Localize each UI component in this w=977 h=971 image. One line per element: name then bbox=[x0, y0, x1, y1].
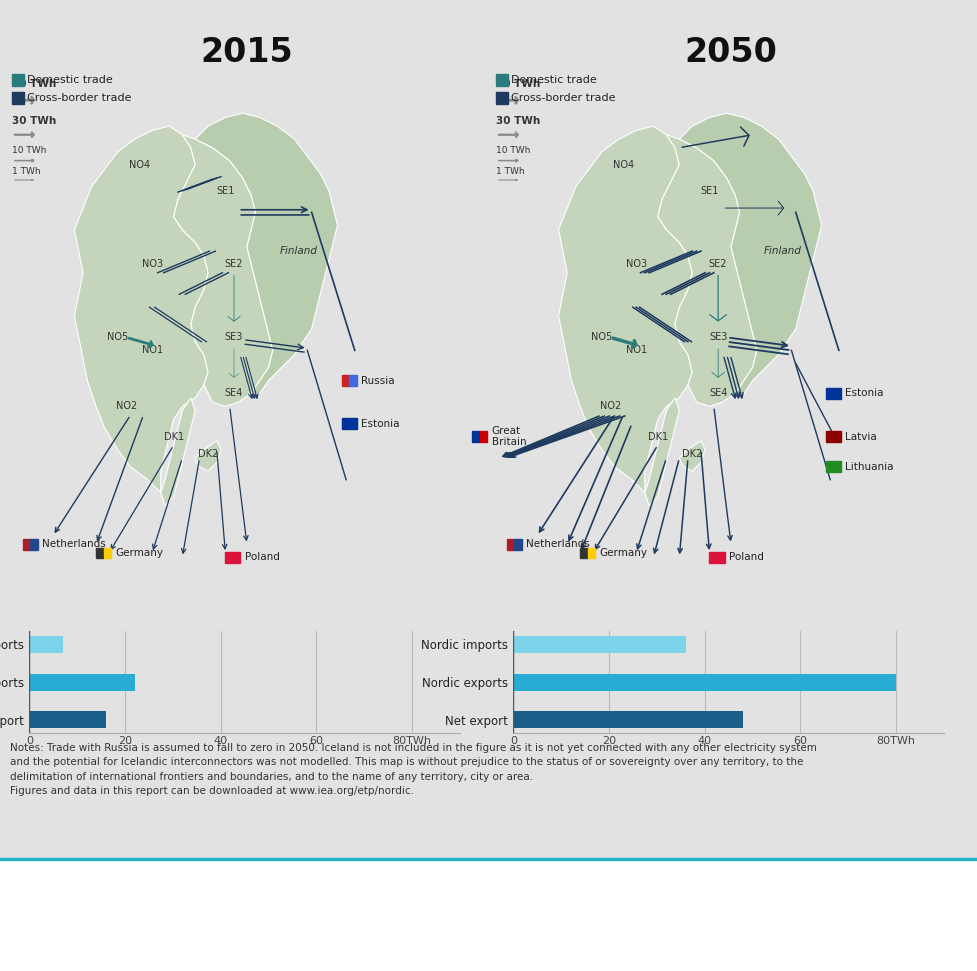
Bar bbox=[825, 388, 840, 399]
Text: Germany: Germany bbox=[115, 548, 163, 558]
Text: Lithuania: Lithuania bbox=[844, 462, 893, 472]
Bar bbox=[472, 431, 480, 442]
Bar bbox=[513, 712, 743, 728]
Text: Finland: Finland bbox=[763, 247, 801, 256]
Bar bbox=[825, 461, 840, 472]
Polygon shape bbox=[679, 441, 704, 471]
Text: DK2: DK2 bbox=[681, 449, 701, 459]
Text: 50 TWh: 50 TWh bbox=[12, 79, 56, 88]
Text: SE2: SE2 bbox=[708, 259, 727, 269]
Bar bbox=[495, 75, 508, 86]
Text: Netherlands: Netherlands bbox=[42, 539, 106, 550]
Text: Anticipation that electricity prices in Europe will be higher than in the Nordic: Anticipation that electricity prices in … bbox=[134, 877, 640, 927]
Bar bbox=[104, 548, 111, 558]
Text: 30 TWh: 30 TWh bbox=[12, 116, 56, 125]
Text: Finland: Finland bbox=[279, 247, 318, 256]
Polygon shape bbox=[644, 398, 679, 506]
Text: SE3: SE3 bbox=[708, 332, 727, 343]
Text: SE4: SE4 bbox=[708, 388, 727, 398]
Text: DK1: DK1 bbox=[163, 431, 184, 442]
Text: Estonia: Estonia bbox=[361, 419, 400, 428]
Polygon shape bbox=[160, 398, 195, 506]
Text: Estonia: Estonia bbox=[844, 388, 883, 398]
Text: 1 TWh: 1 TWh bbox=[12, 167, 40, 176]
Polygon shape bbox=[195, 114, 337, 393]
Polygon shape bbox=[658, 135, 756, 407]
Text: SE2: SE2 bbox=[225, 259, 243, 269]
Text: Domestic trade: Domestic trade bbox=[27, 76, 112, 85]
Bar bbox=[29, 712, 106, 728]
Polygon shape bbox=[195, 441, 221, 471]
Bar bbox=[579, 548, 587, 558]
Bar bbox=[349, 375, 357, 385]
Text: DK2: DK2 bbox=[197, 449, 218, 459]
Text: SE1: SE1 bbox=[216, 185, 234, 196]
Bar bbox=[342, 419, 357, 429]
Bar bbox=[342, 375, 349, 385]
Bar bbox=[587, 548, 595, 558]
Text: Poland: Poland bbox=[244, 552, 279, 562]
Text: SE3: SE3 bbox=[225, 332, 243, 343]
Title: 2050: 2050 bbox=[684, 36, 777, 69]
Polygon shape bbox=[74, 126, 208, 492]
Text: 10 TWh: 10 TWh bbox=[12, 146, 46, 154]
Text: Latvia: Latvia bbox=[844, 431, 876, 442]
Text: NO4: NO4 bbox=[128, 160, 149, 170]
Bar bbox=[30, 539, 38, 550]
Bar bbox=[514, 539, 522, 550]
Text: Key point: Key point bbox=[10, 877, 81, 889]
Bar bbox=[225, 552, 240, 563]
Text: DK1: DK1 bbox=[647, 431, 667, 442]
Text: Cross-border trade: Cross-border trade bbox=[511, 92, 615, 103]
Polygon shape bbox=[679, 114, 821, 393]
Bar bbox=[480, 431, 487, 442]
Text: NO1: NO1 bbox=[142, 346, 162, 355]
Text: Domestic trade: Domestic trade bbox=[511, 76, 596, 85]
Text: NO1: NO1 bbox=[625, 346, 646, 355]
Text: NO2: NO2 bbox=[599, 401, 620, 412]
Text: 50 TWh: 50 TWh bbox=[495, 79, 539, 88]
Text: 30 TWh: 30 TWh bbox=[495, 116, 539, 125]
Title: 2015: 2015 bbox=[200, 36, 293, 69]
Text: 10 TWh: 10 TWh bbox=[495, 146, 530, 154]
Bar bbox=[96, 548, 104, 558]
Text: Great
Britain: Great Britain bbox=[491, 426, 526, 448]
Text: Cross-border trade: Cross-border trade bbox=[27, 92, 131, 103]
Text: NO5: NO5 bbox=[590, 332, 612, 343]
Bar bbox=[513, 636, 685, 653]
Text: NO3: NO3 bbox=[625, 259, 646, 269]
Text: 1 TWh: 1 TWh bbox=[495, 167, 524, 176]
Bar bbox=[506, 539, 514, 550]
Text: SE1: SE1 bbox=[700, 185, 718, 196]
Text: Notes: Trade with Russia is assumed to fall to zero in 2050. Iceland is not incl: Notes: Trade with Russia is assumed to f… bbox=[10, 743, 816, 796]
Text: Netherlands: Netherlands bbox=[526, 539, 589, 550]
Bar bbox=[825, 431, 840, 442]
Text: Germany: Germany bbox=[599, 548, 647, 558]
Bar bbox=[29, 636, 63, 653]
Bar bbox=[12, 75, 24, 86]
Text: Russia: Russia bbox=[361, 376, 395, 385]
Text: SE4: SE4 bbox=[225, 388, 243, 398]
Text: NO4: NO4 bbox=[612, 160, 633, 170]
Polygon shape bbox=[558, 126, 692, 492]
Bar bbox=[12, 91, 24, 104]
Text: Poland: Poland bbox=[728, 552, 763, 562]
Bar bbox=[29, 674, 135, 690]
Text: NO3: NO3 bbox=[142, 259, 162, 269]
Polygon shape bbox=[174, 135, 273, 407]
Bar bbox=[708, 552, 724, 563]
Text: NO2: NO2 bbox=[115, 401, 137, 412]
Bar bbox=[513, 674, 895, 690]
Text: NO5: NO5 bbox=[106, 332, 128, 343]
Bar bbox=[495, 91, 508, 104]
Bar bbox=[22, 539, 30, 550]
